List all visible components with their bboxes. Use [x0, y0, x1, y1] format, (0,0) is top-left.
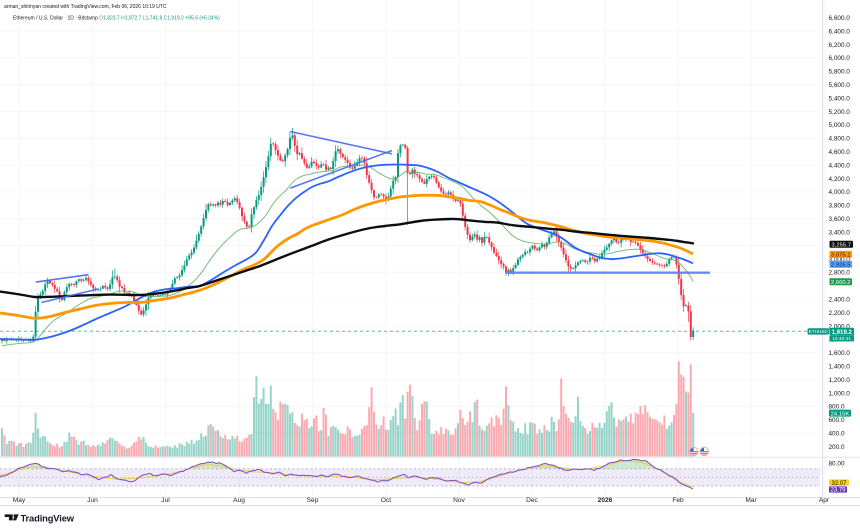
svg-text:1,200.0: 1,200.0	[829, 377, 851, 384]
svg-text:2,400.0: 2,400.0	[829, 297, 851, 304]
svg-text:800.0: 800.0	[829, 404, 845, 411]
svg-text:Ethereum / U.S. Dollar · 1D ·: Ethereum / U.S. Dollar · 1D · Bitstamp O…	[13, 16, 220, 22]
svg-text:1,400.0: 1,400.0	[829, 364, 851, 371]
svg-text:5,400.0: 5,400.0	[829, 95, 851, 102]
svg-text:2026: 2026	[598, 497, 613, 504]
svg-text:4,600.0: 4,600.0	[829, 149, 851, 156]
svg-text:2,800.0: 2,800.0	[829, 270, 851, 277]
svg-text:200.0: 200.0	[829, 444, 845, 451]
svg-text:1,000.0: 1,000.0	[829, 390, 851, 397]
svg-text:2,660.2: 2,660.2	[831, 280, 851, 286]
svg-text:TradingView: TradingView	[21, 513, 75, 524]
svg-text:600.0: 600.0	[829, 417, 845, 424]
svg-text:Sep: Sep	[307, 497, 319, 504]
svg-text:4,400.0: 4,400.0	[829, 162, 851, 169]
svg-text:1,600.0: 1,600.0	[829, 350, 851, 357]
svg-text:4,200.0: 4,200.0	[829, 176, 851, 183]
svg-text:ETHUSD: ETHUSD	[809, 329, 829, 334]
svg-text:5,000.0: 5,000.0	[829, 122, 851, 129]
svg-text:6,000.0: 6,000.0	[829, 55, 851, 62]
svg-text:May: May	[13, 497, 26, 504]
svg-text:5,200.0: 5,200.0	[829, 109, 851, 116]
svg-text:4,800.0: 4,800.0	[829, 136, 851, 143]
svg-text:3,075.1: 3,075.1	[831, 253, 851, 259]
svg-text:32.07: 32.07	[831, 481, 847, 487]
svg-text:Oct: Oct	[381, 497, 391, 504]
svg-text:Apr: Apr	[819, 497, 830, 504]
svg-text:1,919.2: 1,919.2	[832, 329, 853, 336]
svg-text:15:40:41: 15:40:41	[832, 336, 851, 342]
svg-text:Jun: Jun	[87, 497, 98, 504]
svg-text:3,400.0: 3,400.0	[829, 230, 851, 237]
svg-text:24.15K: 24.15K	[831, 411, 850, 417]
svg-text:23.79: 23.79	[830, 488, 846, 494]
svg-text:3,600.0: 3,600.0	[829, 216, 851, 223]
svg-text:3,255.7: 3,255.7	[831, 243, 851, 249]
svg-text:Jul: Jul	[161, 497, 170, 504]
svg-text:Aug: Aug	[233, 497, 245, 504]
svg-text:arman_shirinyan created with T: arman_shirinyan created with TradingView…	[4, 4, 167, 10]
svg-text:3,800.0: 3,800.0	[829, 203, 851, 210]
svg-text:2,926.5: 2,926.5	[831, 262, 851, 268]
svg-text:6,600.0: 6,600.0	[829, 15, 851, 22]
svg-text:400.0: 400.0	[829, 431, 845, 438]
svg-text:Dec: Dec	[526, 497, 538, 504]
svg-text:6,400.0: 6,400.0	[829, 28, 851, 35]
svg-text:Mar: Mar	[745, 497, 757, 504]
svg-text:Feb: Feb	[672, 497, 684, 504]
svg-text:Nov: Nov	[453, 497, 465, 504]
svg-text:4,000.0: 4,000.0	[829, 189, 851, 196]
svg-text:6,200.0: 6,200.0	[829, 42, 851, 49]
svg-text:80.00: 80.00	[829, 460, 845, 467]
svg-text:5,800.0: 5,800.0	[829, 69, 851, 76]
svg-text:2,200.0: 2,200.0	[829, 310, 851, 317]
svg-text:3,000.0: 3,000.0	[829, 256, 851, 263]
svg-text:5,600.0: 5,600.0	[829, 82, 851, 89]
svg-text:2,000.0: 2,000.0	[829, 323, 851, 330]
